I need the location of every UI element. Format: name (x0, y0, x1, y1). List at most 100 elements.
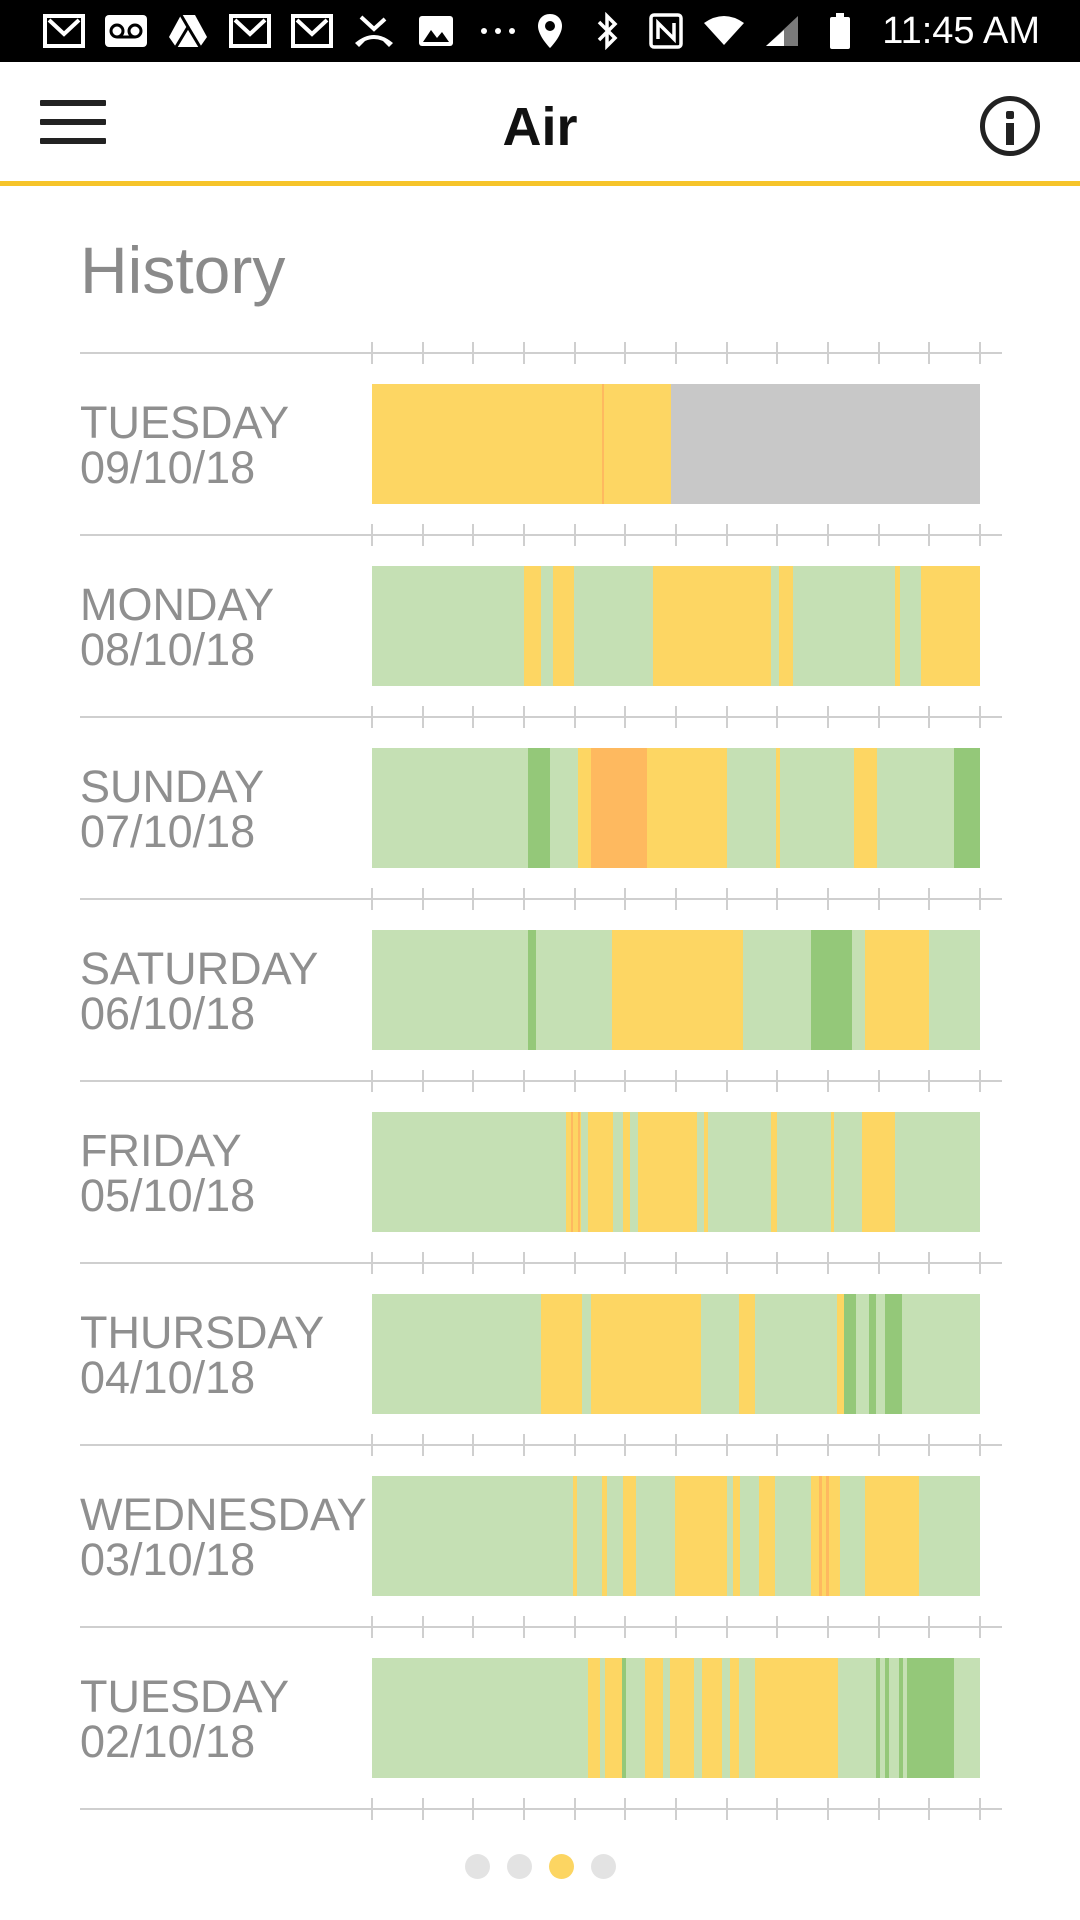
hour-tick (726, 1082, 728, 1092)
hour-tick (979, 524, 981, 534)
hour-tick (675, 706, 677, 716)
hour-tick (371, 354, 373, 364)
hour-tick (422, 1252, 424, 1262)
day-label: SATURDAY 06/10/18 (80, 946, 318, 1036)
hour-tick (422, 1810, 424, 1820)
hour-tick (827, 342, 829, 352)
air-quality-segment (884, 1658, 889, 1778)
hour-tick (371, 536, 373, 546)
day-label: THURSDAY 04/10/18 (80, 1310, 324, 1400)
hour-tick (878, 1264, 880, 1274)
air-quality-segment (604, 384, 672, 504)
hour-tick (726, 718, 728, 728)
hour-tick (574, 706, 576, 716)
hour-tick (776, 1446, 778, 1456)
hour-tick (371, 718, 373, 728)
hour-tick (726, 888, 728, 898)
day-timeline-bar[interactable] (372, 1476, 980, 1596)
hour-tick (928, 1252, 930, 1262)
hour-tick (878, 1070, 880, 1080)
hour-tick (523, 1616, 525, 1626)
hour-tick (726, 354, 728, 364)
air-quality-segment (644, 1658, 663, 1778)
hour-tick (624, 888, 626, 898)
hour-tick (523, 354, 525, 364)
hour-tick (726, 1446, 728, 1456)
hour-tick (472, 1810, 474, 1820)
air-quality-segment (577, 1112, 580, 1232)
hour-tick (472, 1264, 474, 1274)
day-label: SUNDAY 07/10/18 (80, 764, 264, 854)
hour-tick (371, 524, 373, 534)
day-timeline-bar[interactable] (372, 384, 980, 504)
day-label: WEDNESDAY 03/10/18 (80, 1492, 367, 1582)
hour-tick (827, 1082, 829, 1092)
hour-tick (928, 1628, 930, 1638)
day-timeline-bar[interactable] (372, 930, 980, 1050)
hour-tick (422, 1798, 424, 1808)
hour-tick (624, 706, 626, 716)
page-dot[interactable] (548, 1854, 574, 1879)
day-timeline-bar[interactable] (372, 1112, 980, 1232)
hour-tick (422, 1070, 424, 1080)
day-label: TUESDAY 09/10/18 (80, 400, 289, 490)
air-quality-segment (541, 1294, 582, 1414)
hour-tick (371, 1798, 373, 1808)
air-quality-segment (779, 566, 794, 686)
hour-tick (979, 1070, 981, 1080)
info-icon[interactable] (980, 96, 1040, 156)
hour-tick (827, 354, 829, 364)
air-quality-segment (884, 1294, 903, 1414)
air-quality-segment (921, 566, 980, 686)
hour-tick (979, 1082, 981, 1092)
app-bar: Air (0, 62, 1080, 186)
hour-tick (523, 1628, 525, 1638)
air-quality-segment (590, 748, 647, 868)
hour-tick (574, 1082, 576, 1092)
drive-icon (166, 13, 210, 49)
hour-tick (827, 888, 829, 898)
date: 04/10/18 (80, 1352, 256, 1403)
hour-tick (472, 1070, 474, 1080)
weekday: TUESDAY (80, 1671, 290, 1722)
hour-tick (928, 1070, 930, 1080)
air-quality-segment (876, 1658, 881, 1778)
hour-tick (472, 706, 474, 716)
hour-tick (726, 1252, 728, 1262)
hour-tick (624, 1252, 626, 1262)
hour-tick (675, 1810, 677, 1820)
hour-tick (776, 888, 778, 898)
hour-tick (878, 1252, 880, 1262)
page-dot[interactable] (590, 1854, 616, 1879)
day-timeline-bar[interactable] (372, 1294, 980, 1414)
air-quality-segment (865, 1476, 920, 1596)
hour-tick (726, 706, 728, 716)
air-quality-segment (869, 1294, 877, 1414)
hour-tick (574, 536, 576, 546)
hour-tick (928, 354, 930, 364)
hour-tick (827, 536, 829, 546)
air-quality-segment (588, 1112, 613, 1232)
row-divider (80, 1444, 1002, 1446)
hour-tick (422, 706, 424, 716)
day-timeline-bar[interactable] (372, 748, 980, 868)
hour-tick (523, 706, 525, 716)
air-quality-segment (865, 930, 929, 1050)
hour-tick (574, 718, 576, 728)
gmail-icon (290, 13, 334, 49)
hour-tick (574, 354, 576, 364)
hour-tick (472, 888, 474, 898)
menu-icon[interactable] (40, 100, 106, 148)
page-dot[interactable] (464, 1854, 490, 1879)
hour-tick (776, 1252, 778, 1262)
air-quality-segment (604, 1658, 622, 1778)
page-dot[interactable] (506, 1854, 532, 1879)
air-quality-segment (837, 1294, 845, 1414)
nfc-icon (644, 13, 688, 49)
hour-tick (878, 354, 880, 364)
row-divider (80, 534, 1002, 536)
hour-tick (726, 1628, 728, 1638)
hour-tick (827, 1252, 829, 1262)
day-timeline-bar[interactable] (372, 566, 980, 686)
day-timeline-bar[interactable] (372, 1658, 980, 1778)
